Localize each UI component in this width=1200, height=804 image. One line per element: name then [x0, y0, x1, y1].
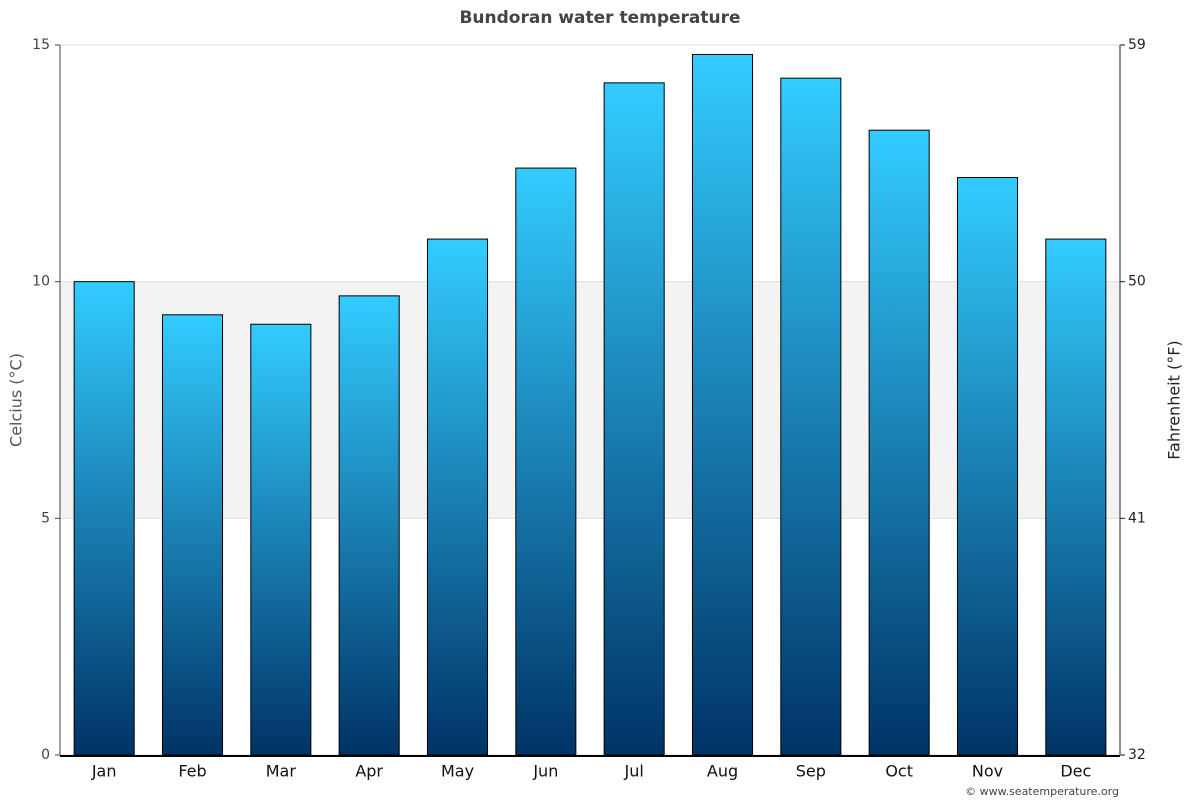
bar	[780, 77, 842, 756]
shaded-band	[60, 281, 1120, 519]
bar	[515, 167, 577, 756]
bar	[161, 314, 224, 756]
credit: © www.seatemperature.org	[965, 785, 1119, 798]
chart-title: Bundoran water temperature	[459, 8, 740, 28]
x-tick-label: Mar	[266, 762, 297, 781]
y-tick-label: 10	[32, 274, 50, 290]
x-tick-label: Aug	[707, 762, 738, 781]
bar	[691, 53, 754, 756]
bar	[426, 238, 489, 756]
y-tick-label: 15	[32, 37, 50, 53]
x-tick-label: Nov	[972, 762, 1003, 781]
y-tick-label: 0	[41, 747, 50, 763]
x-tick-label: Dec	[1060, 762, 1091, 781]
y2-tick-label: 50	[1128, 274, 1146, 290]
bar	[956, 177, 1019, 756]
x-tick-label: Oct	[885, 762, 913, 781]
bar	[73, 281, 135, 756]
bar	[868, 129, 930, 756]
x-tick-label: Jul	[624, 762, 644, 781]
y2-tick-label: 59	[1128, 37, 1146, 53]
bar	[1045, 238, 1107, 756]
y2-tick-label: 41	[1128, 510, 1146, 526]
y2-axis-label: Fahrenheit (°F)	[1165, 340, 1184, 459]
y-axis-label: Celcius (°C)	[7, 353, 26, 447]
x-tick-label: Feb	[178, 762, 206, 781]
y-tick-label: 5	[41, 510, 50, 526]
x-tick-label: Jun	[532, 762, 558, 781]
x-tick-label: Jan	[91, 762, 117, 781]
x-tick-label: Apr	[355, 762, 383, 781]
bar	[338, 295, 400, 756]
x-tick-label: May	[441, 762, 474, 781]
bar	[603, 82, 665, 756]
y2-tick-label: 32	[1128, 747, 1146, 763]
bar	[250, 323, 312, 756]
x-tick-label: Sep	[796, 762, 826, 781]
